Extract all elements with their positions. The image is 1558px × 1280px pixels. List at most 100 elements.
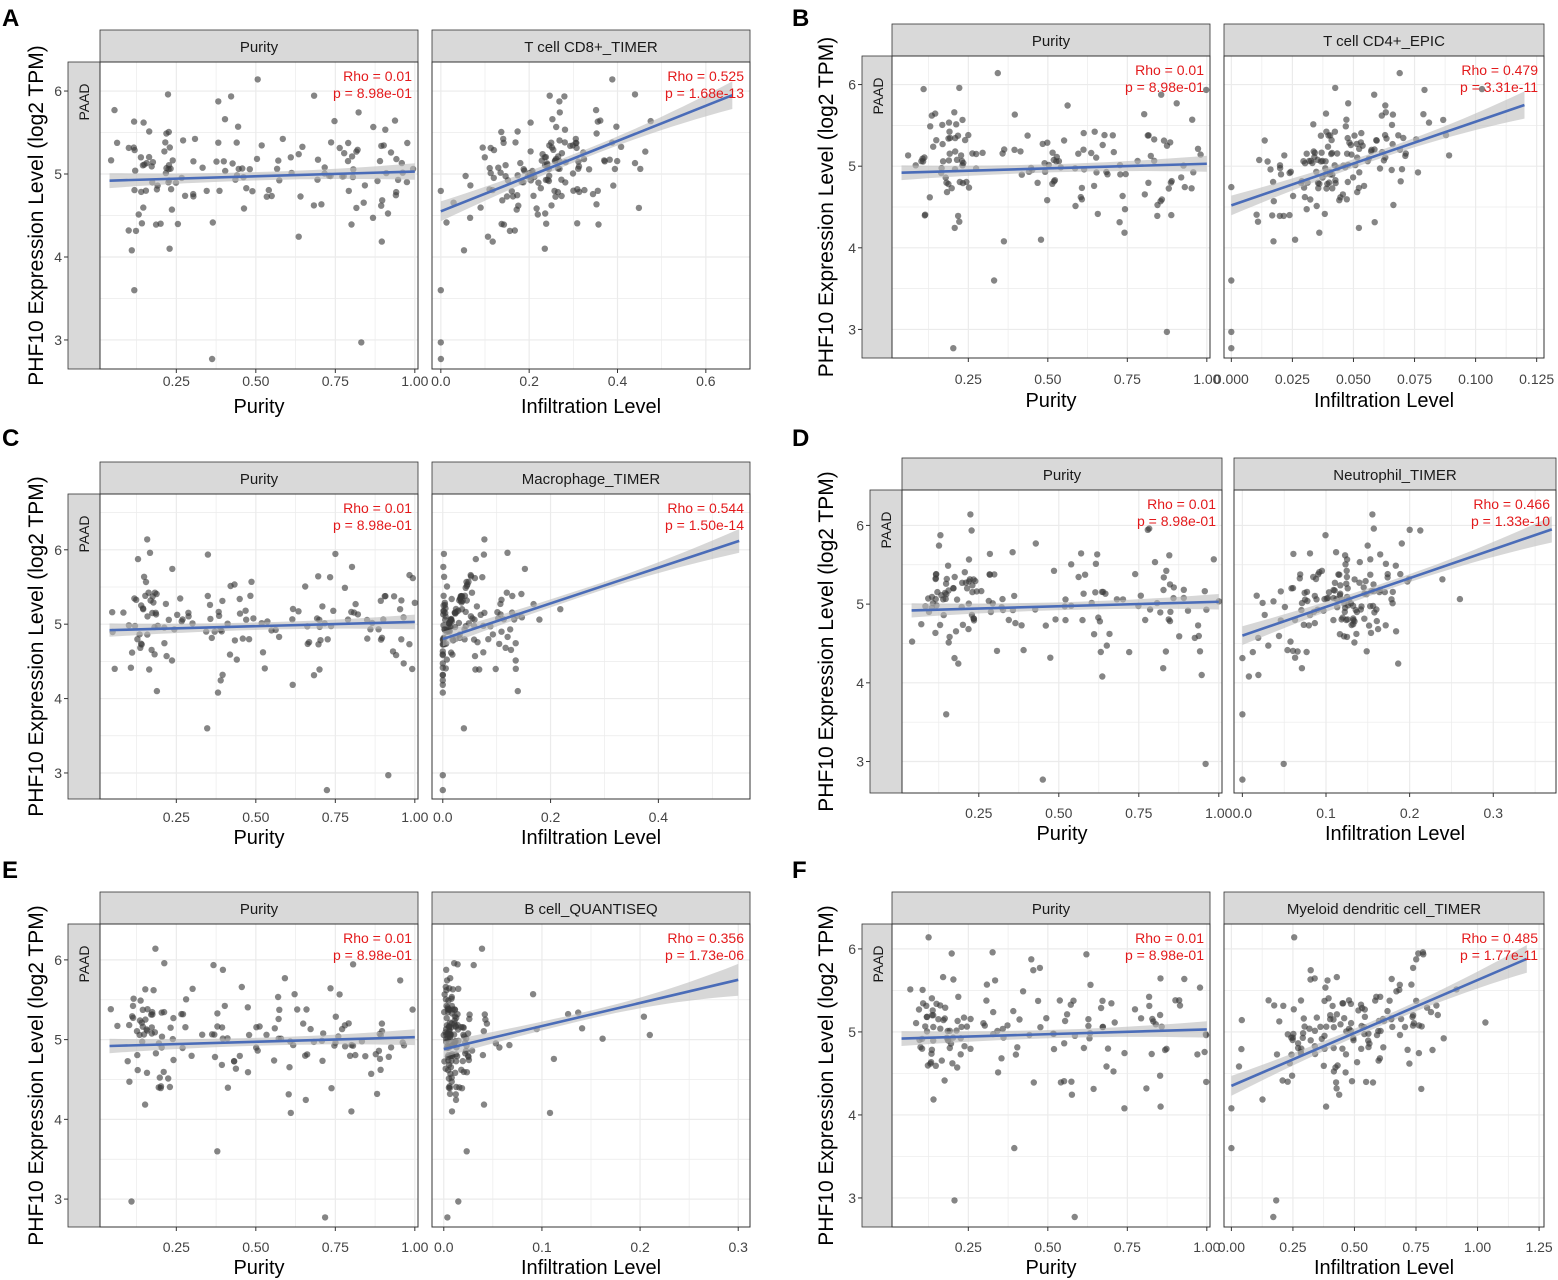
data-point xyxy=(1324,594,1332,602)
data-point xyxy=(378,202,385,209)
data-point xyxy=(1395,132,1402,139)
data-point xyxy=(1401,1023,1409,1031)
rho-annotation: Rho = 0.01 xyxy=(343,500,412,516)
data-point xyxy=(138,1019,145,1026)
data-point xyxy=(361,182,369,189)
data-point xyxy=(209,219,216,226)
data-point xyxy=(208,634,215,642)
data-point xyxy=(1373,617,1381,625)
data-point xyxy=(1353,608,1361,616)
data-point xyxy=(1345,100,1352,107)
data-point xyxy=(1156,1011,1164,1019)
data-point xyxy=(1037,1023,1044,1031)
data-point xyxy=(128,1198,135,1205)
data-point xyxy=(1384,574,1391,581)
data-point xyxy=(1332,179,1339,187)
data-point xyxy=(1402,152,1409,160)
data-point xyxy=(1181,975,1188,983)
x-tick-label: 0.1 xyxy=(532,1239,552,1255)
data-point xyxy=(518,590,525,598)
data-point xyxy=(529,991,537,998)
data-point xyxy=(1392,562,1400,569)
x-tick-label: 0.25 xyxy=(163,373,190,389)
data-point xyxy=(142,578,150,586)
data-point xyxy=(345,187,352,195)
data-point xyxy=(111,665,118,672)
data-point xyxy=(646,1031,653,1039)
data-point xyxy=(1228,328,1235,336)
data-point xyxy=(945,119,953,126)
data-point xyxy=(957,152,965,159)
data-point xyxy=(1160,137,1168,144)
data-point xyxy=(179,616,186,623)
data-point xyxy=(1160,665,1167,672)
cancer-strip-label: PAAD xyxy=(76,83,92,120)
data-point xyxy=(1121,1049,1128,1057)
data-point xyxy=(181,192,189,199)
data-point xyxy=(142,187,150,194)
data-point xyxy=(166,1083,174,1091)
x-tick-label: 1.00 xyxy=(401,373,428,389)
data-point xyxy=(506,227,514,235)
data-point xyxy=(1160,586,1167,594)
data-point xyxy=(285,1091,292,1098)
data-point xyxy=(1299,1034,1307,1042)
data-point xyxy=(385,772,392,779)
data-point xyxy=(125,227,132,234)
data-point xyxy=(455,619,463,627)
data-point xyxy=(314,156,322,163)
data-point xyxy=(539,151,546,158)
data-point xyxy=(437,187,444,195)
data-point xyxy=(246,166,253,173)
data-point xyxy=(1397,570,1404,578)
data-point xyxy=(961,136,969,144)
data-point xyxy=(1096,618,1104,625)
cancer-strip-label: PAAD xyxy=(870,945,886,982)
data-point xyxy=(957,1051,964,1058)
data-point xyxy=(1103,642,1111,649)
x-tick-label: 1.00 xyxy=(1464,1239,1491,1255)
data-point xyxy=(353,204,360,212)
data-point xyxy=(1275,632,1283,640)
data-point xyxy=(378,142,385,150)
y-tick-label: 3 xyxy=(54,1191,62,1207)
data-point xyxy=(928,1046,936,1054)
data-point xyxy=(207,615,214,623)
data-point xyxy=(227,582,234,590)
data-point xyxy=(372,1051,379,1058)
data-point xyxy=(1389,1023,1396,1031)
data-point xyxy=(213,158,220,165)
data-point xyxy=(1109,132,1117,139)
data-point xyxy=(1270,1213,1277,1221)
data-point xyxy=(217,677,224,684)
data-point xyxy=(1365,1037,1372,1044)
data-point xyxy=(1203,86,1210,94)
data-point xyxy=(1099,141,1106,149)
data-point xyxy=(441,1058,448,1065)
data-point xyxy=(551,187,558,195)
x-axis-title: Purity xyxy=(233,1257,284,1279)
data-point xyxy=(239,635,246,642)
data-point xyxy=(1016,1016,1023,1023)
data-point xyxy=(391,117,399,124)
panel-border xyxy=(891,923,1211,1228)
data-point xyxy=(1343,196,1351,203)
data-point xyxy=(994,69,1001,77)
data-point xyxy=(963,1023,971,1030)
data-point xyxy=(980,1020,987,1027)
data-point xyxy=(1329,185,1336,192)
data-point xyxy=(139,1006,146,1013)
data-point xyxy=(126,1021,133,1029)
data-point xyxy=(1005,616,1012,624)
facet-purity: Purity Rho = 0.01p = 8.98e-01 0.25 0.50 0.75… xyxy=(99,461,429,849)
data-point xyxy=(1238,1045,1245,1053)
data-point xyxy=(1325,132,1332,139)
data-point xyxy=(1062,596,1069,603)
x-tick-label: 1.25 xyxy=(1525,1239,1552,1255)
data-point xyxy=(1333,973,1341,981)
data-point xyxy=(479,144,486,151)
data-point xyxy=(939,140,946,148)
data-point xyxy=(1396,1031,1404,1039)
data-point xyxy=(158,1009,165,1016)
data-point xyxy=(150,987,157,994)
